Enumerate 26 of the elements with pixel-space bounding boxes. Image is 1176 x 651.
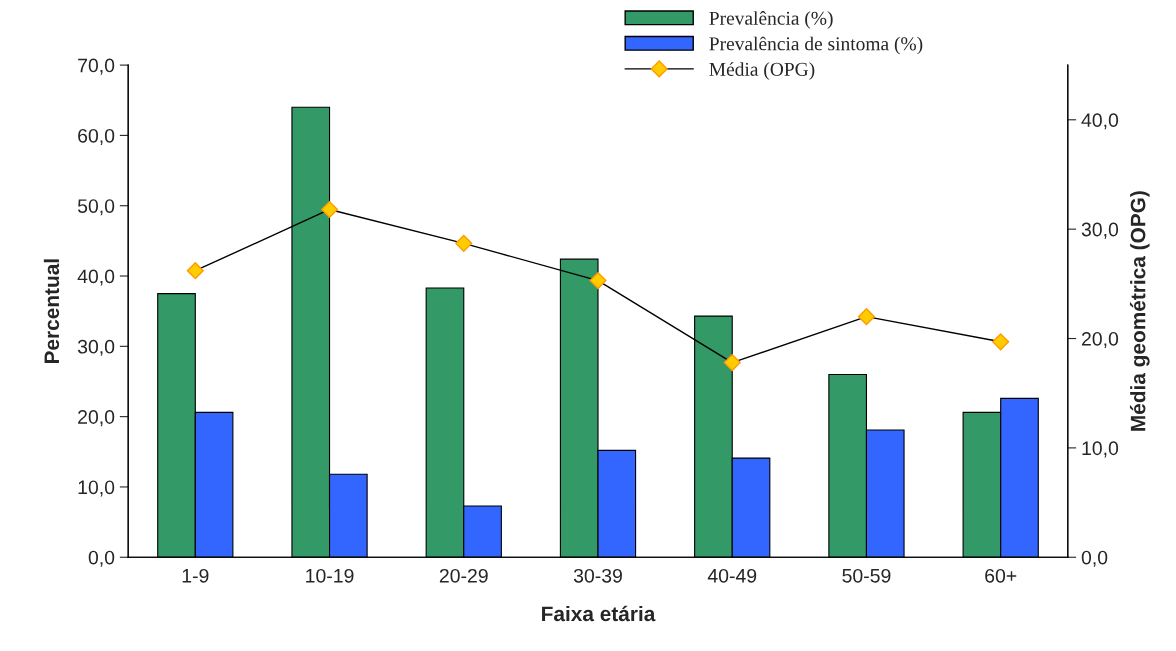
y2-axis-title: Média geométrica (OPG)	[1129, 191, 1150, 431]
y2-tick-label: 10,0	[1082, 441, 1119, 458]
x-tick-label: 1-9	[182, 568, 209, 583]
x-tick-label: 50-59	[842, 568, 891, 583]
y-tick-label: 0,0	[88, 550, 115, 567]
x-tick-label: 20-29	[439, 568, 488, 583]
y-tick-label: 70,0	[78, 58, 115, 75]
y-axis-title: Percentual	[43, 259, 60, 364]
y-tick-label: 60,0	[78, 128, 115, 145]
y-tick-label: 30,0	[77, 339, 115, 356]
legend-label: Média (OPG)	[709, 62, 815, 80]
x-tick-label: 10-19	[306, 568, 354, 583]
y2-tick-label: 40,0	[1081, 113, 1119, 130]
y-tick-label: 20,0	[78, 410, 115, 427]
x-tick-label: 30-39	[573, 568, 622, 583]
y2-tick-label: 30,0	[1081, 222, 1119, 239]
y-tick-label: 50,0	[77, 199, 115, 216]
x-tick-label: 60+	[985, 568, 1017, 583]
legend-label: Prevalência de sintoma (%)	[709, 36, 923, 55]
y-tick-label: 40,0	[77, 269, 115, 286]
y-tick-label: 10,0	[78, 480, 115, 497]
x-tick-label: 40-49	[707, 568, 757, 583]
legend-label: Prevalência (%)	[709, 11, 833, 29]
y2-tick-label: 0,0	[1081, 550, 1108, 567]
x-axis-title: Faixa etária	[542, 605, 656, 622]
y2-tick-label: 20,0	[1081, 331, 1119, 349]
